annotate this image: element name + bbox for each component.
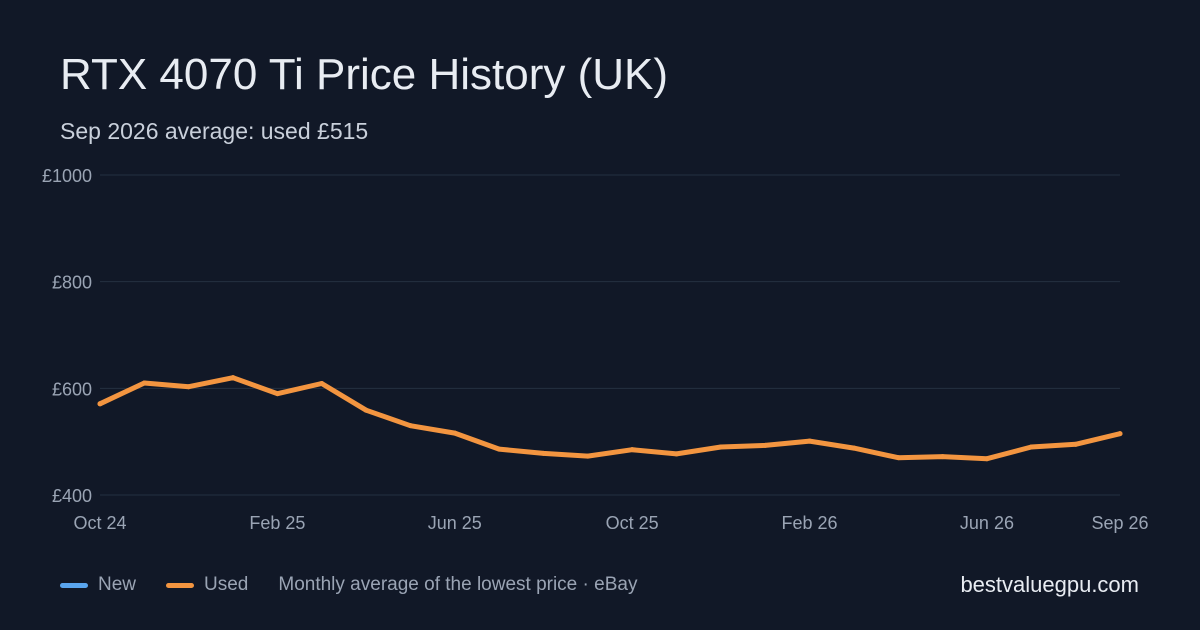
data-point-used <box>851 445 857 451</box>
data-point-used <box>540 450 546 456</box>
x-tick-label: Oct 25 <box>606 513 659 533</box>
data-point-used <box>319 381 325 387</box>
x-tick-label: Jun 26 <box>960 513 1014 533</box>
legend-item-new[interactable]: New <box>60 574 136 596</box>
legend-label-new: New <box>98 574 137 595</box>
x-tick-label: Sep 26 <box>1091 513 1148 533</box>
data-point-used <box>186 384 192 390</box>
data-point-used <box>674 451 680 457</box>
legend-swatch-used <box>166 582 195 588</box>
x-tick-label: Feb 25 <box>249 513 305 533</box>
data-point-used <box>141 380 147 386</box>
legend-swatch-new <box>60 582 88 588</box>
data-point-used <box>984 456 990 462</box>
legend: New Used Monthly average of the lowest p… <box>60 574 637 596</box>
data-point-used <box>1028 444 1034 450</box>
data-point-used <box>363 407 369 413</box>
data-point-used <box>407 423 413 429</box>
legend-item-used[interactable]: Used <box>166 574 248 596</box>
x-tick-label: Oct 24 <box>73 513 126 533</box>
data-point-used <box>230 375 236 381</box>
data-point-used <box>629 447 635 453</box>
data-point-used <box>97 401 103 407</box>
y-tick-label: £800 <box>52 273 92 293</box>
legend-note: Monthly average of the lowest price · eB… <box>278 574 638 595</box>
chart-subtitle: Sep 2026 average: used £515 <box>60 118 369 144</box>
data-point-used <box>496 446 502 452</box>
chart-title: RTX 4070 Ti Price History (UK) <box>60 50 669 99</box>
legend-label-used: Used <box>204 574 249 595</box>
x-tick-label: Feb 26 <box>782 513 838 533</box>
data-point-used <box>895 455 901 461</box>
data-point-used <box>807 438 813 444</box>
data-point-used <box>1073 441 1079 447</box>
y-tick-label: £1000 <box>42 166 92 186</box>
y-tick-label: £600 <box>52 379 92 399</box>
data-point-used <box>762 442 768 448</box>
y-tick-label: £400 <box>52 486 92 506</box>
x-tick-label: Jun 25 <box>428 513 482 533</box>
data-point-used <box>452 430 458 436</box>
brand-label[interactable]: bestvaluegpu.com <box>960 572 1139 597</box>
series-line-used <box>97 375 1123 462</box>
data-point-used <box>585 453 591 459</box>
data-point-used <box>940 454 946 460</box>
data-point-used <box>718 444 724 450</box>
data-point-used <box>1117 431 1123 437</box>
data-point-used <box>274 391 280 397</box>
